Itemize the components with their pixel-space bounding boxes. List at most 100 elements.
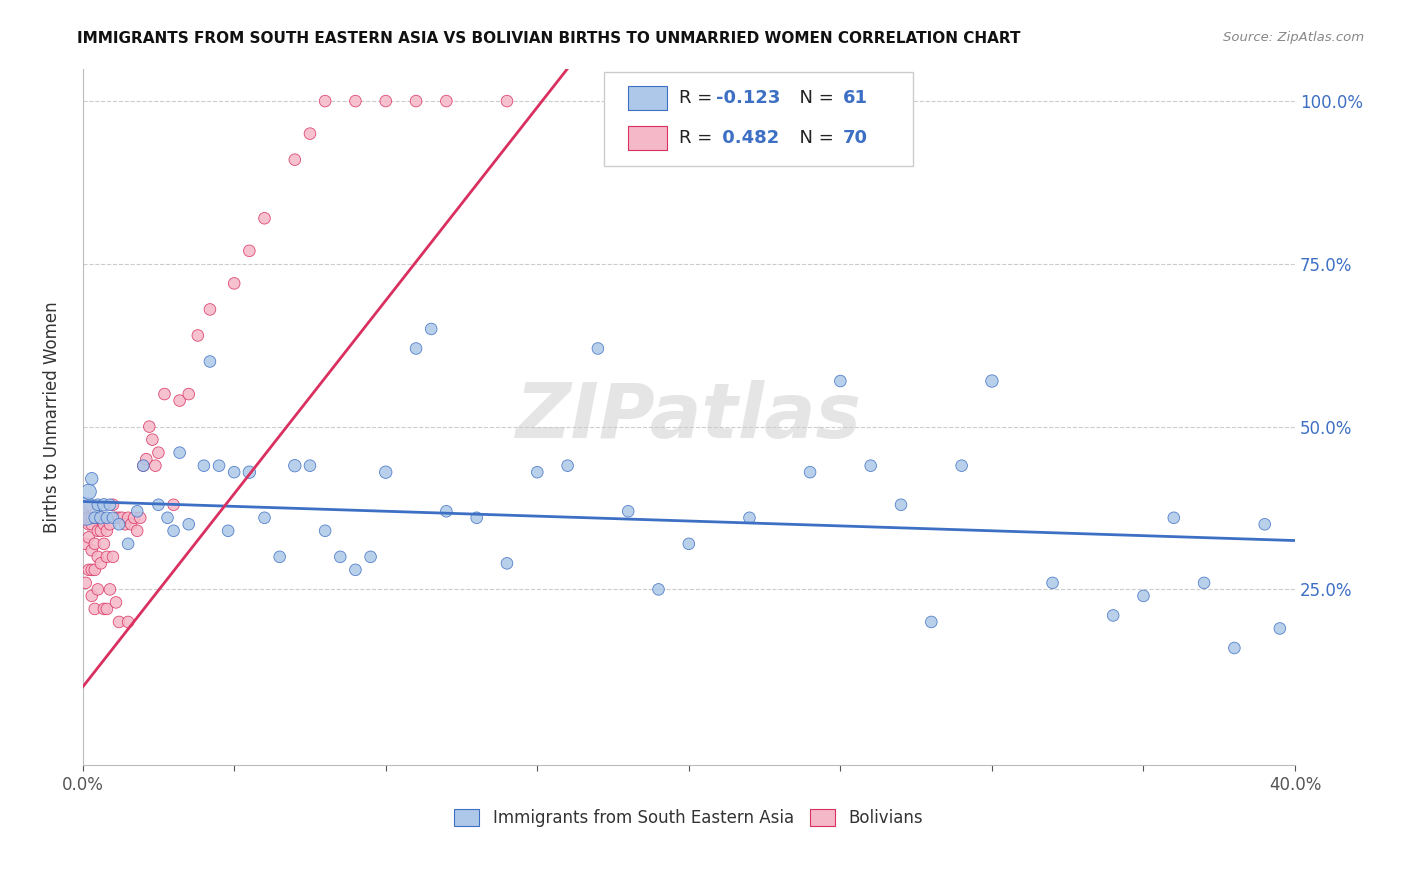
Point	[117, 615, 139, 629]
Point	[117, 510, 139, 524]
Y-axis label: Births to Unmarried Women: Births to Unmarried Women	[44, 301, 60, 533]
Point	[83, 510, 105, 524]
Point	[83, 602, 105, 616]
Text: IMMIGRANTS FROM SOUTH EASTERN ASIA VS BOLIVIAN BIRTHS TO UNMARRIED WOMEN CORRELA: IMMIGRANTS FROM SOUTH EASTERN ASIA VS BO…	[77, 31, 1021, 46]
Point	[253, 211, 276, 226]
Point	[75, 504, 97, 518]
Point	[145, 458, 167, 473]
Point	[108, 510, 131, 524]
Point	[980, 374, 1002, 388]
Point	[138, 419, 160, 434]
Point	[141, 433, 163, 447]
Point	[132, 458, 155, 473]
Point	[83, 537, 105, 551]
Text: N =: N =	[789, 89, 839, 107]
Point	[111, 510, 134, 524]
Point	[169, 393, 191, 408]
Legend: Immigrants from South Eastern Asia, Bolivians: Immigrants from South Eastern Asia, Boli…	[447, 802, 929, 833]
Point	[405, 342, 427, 356]
Point	[434, 94, 457, 108]
Point	[93, 498, 115, 512]
Point	[148, 445, 170, 459]
Point	[799, 465, 821, 479]
Point	[80, 589, 103, 603]
Point	[344, 94, 367, 108]
Text: N =: N =	[789, 128, 839, 147]
Point	[1254, 517, 1277, 532]
Point	[950, 458, 973, 473]
Point	[87, 510, 110, 524]
Point	[77, 484, 100, 499]
Point	[360, 549, 382, 564]
Point	[253, 510, 276, 524]
Point	[127, 504, 149, 518]
Point	[1163, 510, 1185, 524]
Point	[298, 458, 321, 473]
Point	[405, 94, 427, 108]
Point	[420, 322, 443, 336]
Point	[217, 524, 239, 538]
Point	[108, 517, 131, 532]
Point	[90, 510, 112, 524]
Text: -0.123: -0.123	[716, 89, 780, 107]
Point	[198, 302, 221, 317]
Point	[920, 615, 942, 629]
Point	[344, 563, 367, 577]
Point	[162, 524, 184, 538]
Point	[75, 575, 97, 590]
Point	[93, 517, 115, 532]
Point	[148, 498, 170, 512]
Point	[101, 549, 124, 564]
Point	[224, 465, 246, 479]
Point	[224, 277, 246, 291]
Text: 0.482: 0.482	[716, 128, 779, 147]
Point	[269, 549, 291, 564]
Point	[77, 563, 100, 577]
Point	[198, 354, 221, 368]
Point	[108, 615, 131, 629]
Text: 70: 70	[842, 128, 868, 147]
Point	[193, 458, 215, 473]
Point	[98, 517, 121, 532]
FancyBboxPatch shape	[605, 72, 912, 166]
Point	[83, 563, 105, 577]
FancyBboxPatch shape	[628, 86, 666, 111]
Point	[557, 458, 579, 473]
Point	[96, 549, 118, 564]
Point	[153, 387, 176, 401]
Point	[104, 510, 127, 524]
Point	[75, 537, 97, 551]
Point	[87, 549, 110, 564]
Point	[586, 342, 609, 356]
Point	[284, 153, 307, 167]
Point	[77, 498, 100, 512]
Point	[1132, 589, 1154, 603]
Point	[75, 510, 97, 524]
Point	[93, 537, 115, 551]
Point	[80, 543, 103, 558]
Point	[859, 458, 882, 473]
Point	[374, 94, 396, 108]
Point	[77, 530, 100, 544]
Point	[114, 517, 136, 532]
Text: R =: R =	[679, 128, 718, 147]
Point	[1042, 575, 1064, 590]
Point	[77, 517, 100, 532]
Point	[1102, 608, 1125, 623]
Point	[98, 498, 121, 512]
Point	[98, 582, 121, 597]
Point	[156, 510, 179, 524]
Point	[80, 510, 103, 524]
Point	[162, 498, 184, 512]
Point	[117, 537, 139, 551]
Point	[738, 510, 761, 524]
Point	[284, 458, 307, 473]
Text: Source: ZipAtlas.com: Source: ZipAtlas.com	[1223, 31, 1364, 45]
Point	[83, 510, 105, 524]
Point	[298, 127, 321, 141]
Point	[890, 498, 912, 512]
Point	[374, 465, 396, 479]
Point	[314, 524, 336, 538]
Point	[434, 504, 457, 518]
Point	[496, 94, 519, 108]
